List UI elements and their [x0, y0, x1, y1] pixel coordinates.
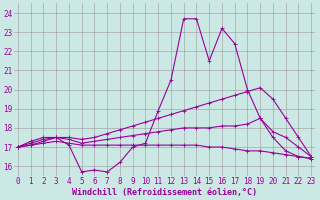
- X-axis label: Windchill (Refroidissement éolien,°C): Windchill (Refroidissement éolien,°C): [72, 188, 257, 197]
